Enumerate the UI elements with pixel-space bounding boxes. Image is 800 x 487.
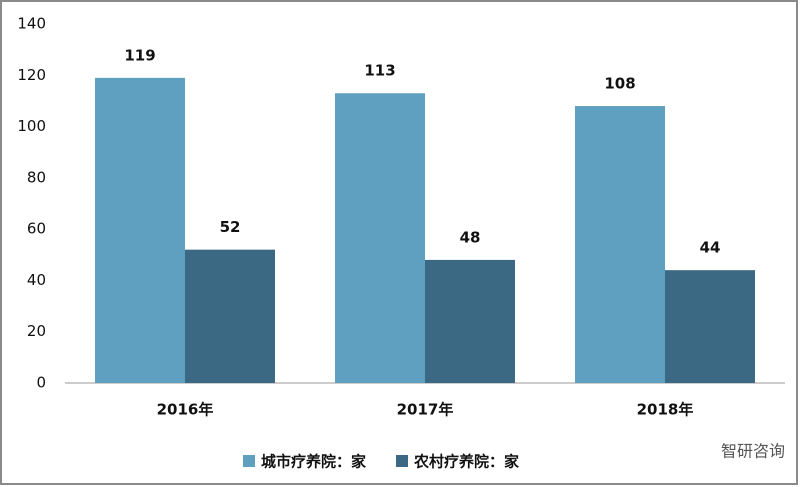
y-tick-label: 60 xyxy=(27,220,46,238)
y-tick-label: 140 xyxy=(17,15,46,33)
x-tick-label: 2016年 xyxy=(157,401,214,419)
x-tick-label: 2018年 xyxy=(637,401,694,419)
legend-label: 农村疗养院：家 xyxy=(413,453,519,471)
y-tick-label: 40 xyxy=(27,271,46,289)
bar xyxy=(575,106,665,384)
legend-label: 城市疗养院：家 xyxy=(261,453,366,471)
legend-swatch xyxy=(396,455,409,467)
watermark: 智研咨询 xyxy=(721,442,785,461)
bar xyxy=(425,259,515,383)
y-tick-label: 100 xyxy=(17,117,46,135)
bar xyxy=(95,77,185,383)
value-label: 52 xyxy=(220,218,241,236)
y-tick-label: 80 xyxy=(27,168,46,186)
value-label: 44 xyxy=(700,239,721,257)
x-tick-label: 2017年 xyxy=(397,401,454,419)
bar xyxy=(335,93,425,383)
value-label: 48 xyxy=(460,228,481,246)
y-tick-label: 0 xyxy=(36,374,46,392)
value-label: 113 xyxy=(364,62,395,80)
value-label: 119 xyxy=(124,46,155,64)
bar xyxy=(665,270,755,383)
y-tick-label: 120 xyxy=(17,66,46,84)
y-tick-label: 20 xyxy=(27,322,46,340)
legend-swatch xyxy=(243,455,255,467)
bar xyxy=(185,249,275,383)
value-label: 108 xyxy=(604,75,635,93)
